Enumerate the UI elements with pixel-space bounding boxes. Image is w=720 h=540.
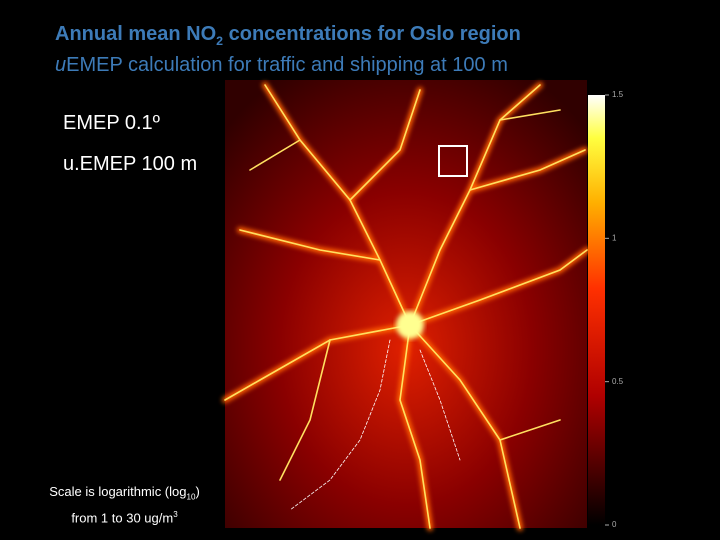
subscript: 10	[186, 492, 196, 502]
text: )	[195, 484, 200, 499]
title: Annual mean NO2 concentrations for Oslo …	[55, 22, 521, 77]
caption: Scale is logarithmic (log10) from 1 to 3…	[22, 483, 227, 526]
superscript: 3	[173, 509, 178, 519]
zoom-box	[438, 145, 468, 177]
road-network	[222, 82, 590, 531]
text: u	[55, 54, 67, 76]
text: from 1 to 30 ug/m	[71, 509, 174, 525]
title-line-1: Annual mean NO2 concentrations for Oslo …	[55, 22, 521, 53]
text: EMEP calculation for traffic and shippin…	[66, 54, 508, 76]
tick-label: 0	[612, 520, 617, 529]
label: EMEP 0.1º	[63, 112, 160, 134]
title-line-2: uEMEP calculation for traffic and shippi…	[55, 53, 521, 77]
label: u.EMEP 100 m	[63, 153, 198, 175]
caption-line: Scale is logarithmic (log10)	[22, 483, 227, 506]
tick-label: 1	[612, 233, 617, 242]
colorbar	[588, 95, 605, 525]
tick-label: 1.5	[612, 90, 624, 99]
subscript: 2	[216, 34, 224, 48]
map-background	[225, 80, 587, 528]
tick-label: 0.5	[612, 377, 624, 386]
text: Annual mean NO	[55, 23, 217, 45]
caption-line: from 1 to 30 ug/m3	[22, 506, 227, 526]
text: concentrations for Oslo region	[223, 23, 521, 45]
text: Scale is logarithmic (log	[49, 484, 187, 499]
